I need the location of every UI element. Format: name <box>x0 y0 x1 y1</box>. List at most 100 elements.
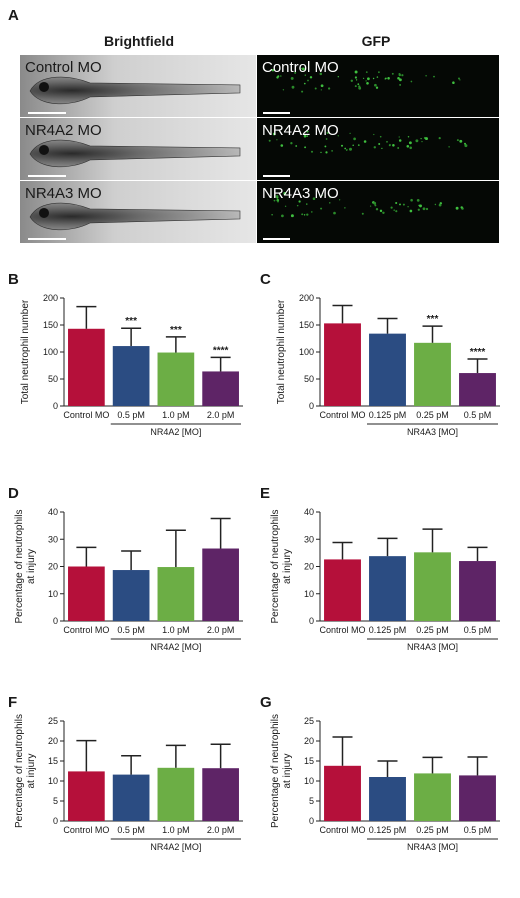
gfp-neutrophil-spot <box>363 140 367 143</box>
gfp-neutrophil-spot <box>309 76 313 79</box>
gfp-neutrophil-spot <box>290 142 293 145</box>
gfp-neutrophil-spot <box>277 75 280 78</box>
gfp-neutrophil-spot <box>387 77 390 80</box>
gfp-neutrophil-spot <box>324 145 327 148</box>
gfp-neutrophil-spot <box>399 84 401 86</box>
gfp-neutrophil-spot <box>290 214 294 218</box>
gfp-neutrophil-spot <box>408 141 412 145</box>
y-tick-label: 0 <box>53 401 58 411</box>
gfp-neutrophil-spot <box>329 202 331 204</box>
gfp-neutrophil-spot <box>301 90 304 93</box>
gfp-neutrophil-spot <box>337 76 339 78</box>
gfp-row-label: Control MO <box>262 59 339 76</box>
gfp-neutrophil-spot <box>379 135 382 138</box>
gfp-neutrophil-spot <box>455 206 459 210</box>
eye-shape <box>39 144 49 155</box>
gfp-neutrophil-spot <box>409 146 413 150</box>
gfp-neutrophil-spot <box>388 144 391 147</box>
gfp-neutrophil-spot <box>306 130 309 133</box>
gfp-neutrophil-spot <box>272 132 276 136</box>
gfp-neutrophil-spot <box>420 137 422 140</box>
significance-marker: *** <box>125 316 137 327</box>
gfp-neutrophil-spot <box>321 194 323 197</box>
significance-marker: *** <box>427 314 439 325</box>
brightfield-row-label: NR4A3 MO <box>25 185 102 202</box>
bar-0-5-pm <box>112 570 150 621</box>
gfp-neutrophil-spot <box>384 78 386 80</box>
gfp-neutrophil-spot <box>303 82 306 85</box>
gfp-neutrophil-spot <box>304 146 307 149</box>
y-axis-label: Total neutrophil number <box>20 299 31 404</box>
y-tick-label: 20 <box>304 736 314 746</box>
gfp-neutrophil-spot <box>295 145 298 147</box>
bar-control-mo <box>324 765 361 821</box>
gfp-neutrophil-spot <box>438 203 442 207</box>
gfp-neutrophil-spot <box>298 200 301 203</box>
y-tick-label: 200 <box>299 293 314 303</box>
x-tick-label: 0.25 pM <box>416 825 449 835</box>
gfp-neutrophil-spot <box>395 210 398 213</box>
panel-g-chart: G 0 5 10 15 20 25 Percentage of neutrophilsat i… <box>260 694 500 852</box>
y-tick-label: 30 <box>48 534 58 544</box>
gfp-neutrophil-spot <box>338 199 341 201</box>
gfp-neutrophil-spot <box>459 139 463 143</box>
gfp-neutrophil-spot <box>284 205 287 208</box>
x-tick-label: Control MO <box>63 825 109 835</box>
bar-1-0-pm <box>157 767 195 821</box>
gfp-neutrophil-spot <box>354 76 357 79</box>
gfp-neutrophil-spot <box>320 151 322 154</box>
gfp-neutrophil-spot <box>365 71 368 73</box>
larva-silhouette <box>29 76 241 105</box>
gfp-neutrophil-spot <box>372 77 375 80</box>
panel-a-letter: A <box>8 7 19 24</box>
panel-e-chart: E 0 10 20 30 40 Percentage of neutrophilsat in… <box>260 485 500 652</box>
gfp-neutrophil-spot <box>410 80 413 83</box>
gfp-neutrophil-spot <box>415 139 419 143</box>
group-label: NR4A3 [MO] <box>407 642 458 652</box>
x-tick-label: 2.0 pM <box>207 825 235 835</box>
y-tick-label: 10 <box>48 776 58 786</box>
x-tick-label: 0.25 pM <box>416 625 449 635</box>
gfp-neutrophil-spot <box>306 203 308 205</box>
gfp-neutrophil-spot <box>365 80 367 82</box>
bar-0-25-pm <box>414 552 451 621</box>
gfp-neutrophil-spot <box>355 79 358 81</box>
gfp-neutrophil-spot <box>283 192 287 195</box>
gfp-neutrophil-spot <box>346 149 348 152</box>
panel-f-chart: F 0 5 10 15 20 25 Percentage of neutrophilsat i… <box>8 694 243 852</box>
gfp-image <box>257 181 499 243</box>
gfp-neutrophil-spot <box>459 79 461 81</box>
bar-control-mo <box>68 328 105 406</box>
gfp-neutrophil-spot <box>296 204 299 207</box>
gfp-neutrophil-spot <box>456 139 459 142</box>
bar-control-mo <box>324 559 361 621</box>
gfp-neutrophil-spot <box>271 214 273 216</box>
x-tick-label: 1.0 pM <box>162 410 190 420</box>
y-tick-label: 25 <box>48 716 58 726</box>
gfp-neutrophil-spot <box>354 70 358 74</box>
gfp-neutrophil-spot <box>331 150 333 152</box>
group-label: NR4A2 [MO] <box>150 642 201 652</box>
gfp-neutrophil-spot <box>409 209 413 213</box>
gfp-neutrophil-spot <box>301 67 303 70</box>
larva-silhouette <box>29 202 241 231</box>
gfp-neutrophil-spot <box>422 207 426 211</box>
gfp-neutrophil-spot <box>374 204 377 207</box>
gfp-neutrophil-spot <box>276 139 278 141</box>
gfp-neutrophil-spot <box>325 138 328 140</box>
gfp-neutrophil-spot <box>407 136 410 138</box>
gfp-neutrophil-spot <box>448 146 450 148</box>
gfp-neutrophil-spot <box>366 81 369 85</box>
gfp-neutrophil-spot <box>344 147 347 150</box>
gfp-neutrophil-spot <box>374 83 377 87</box>
y-tick-label: 0 <box>309 616 314 626</box>
gfp-neutrophil-spot <box>268 139 271 142</box>
gfp-neutrophil-spot <box>425 137 428 141</box>
gfp-neutrophil-spot <box>273 199 276 202</box>
y-axis-label: Total neutrophil number <box>276 299 287 404</box>
gfp-neutrophil-spot <box>381 147 383 150</box>
bar-0-5-pm <box>459 775 496 821</box>
gfp-neutrophil-spot <box>391 72 394 75</box>
gfp-neutrophil-spot <box>303 214 306 216</box>
gfp-neutrophil-spot <box>460 206 463 209</box>
